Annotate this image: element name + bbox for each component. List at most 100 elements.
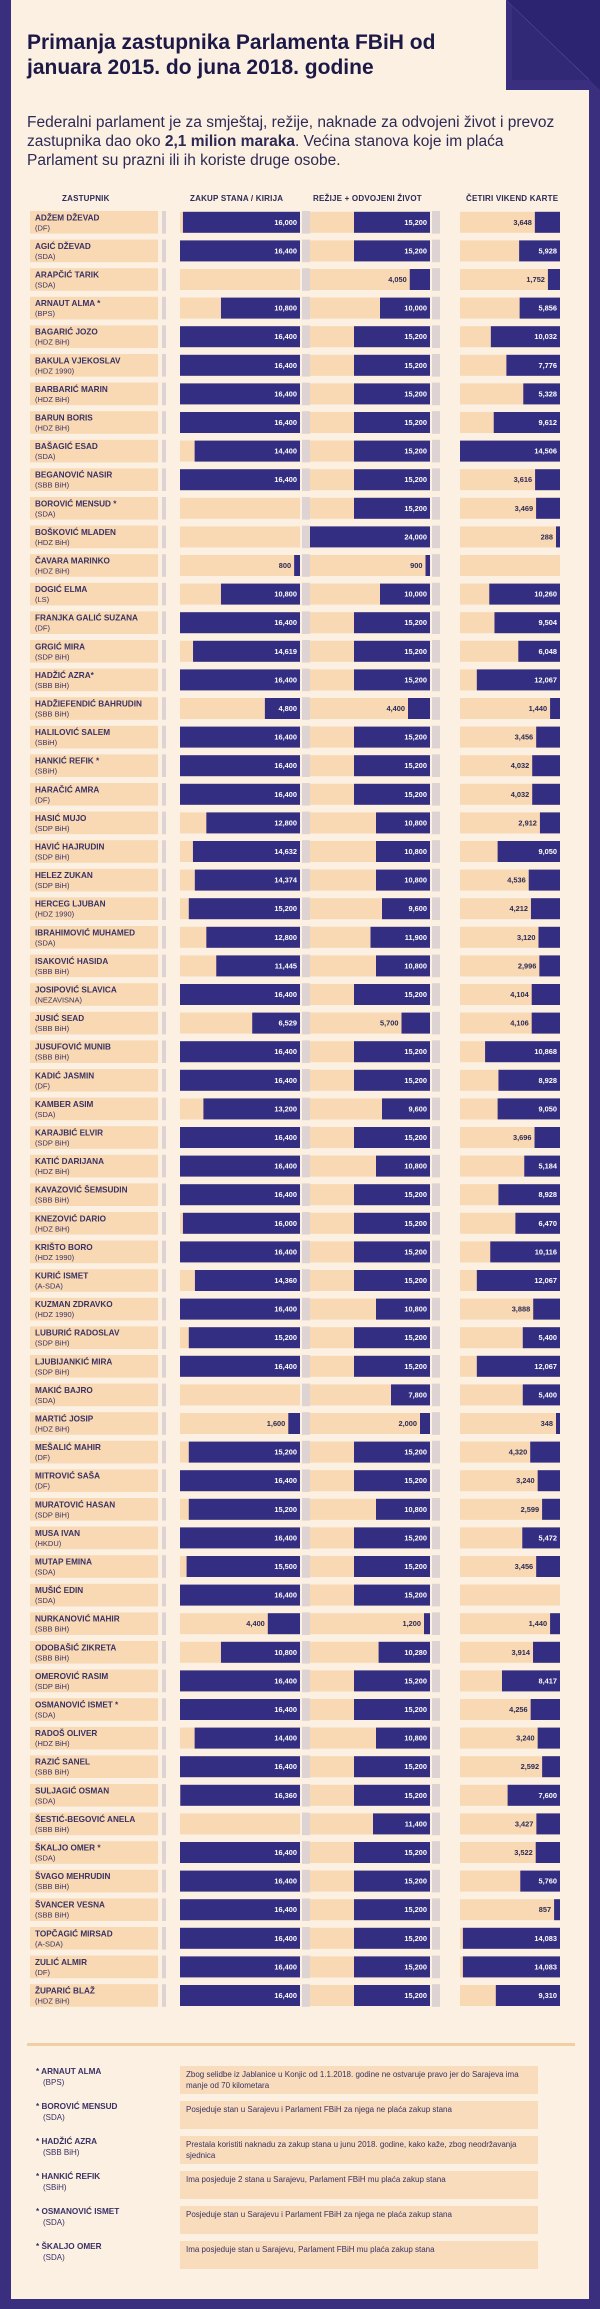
column-divider [432, 1440, 440, 1464]
data-bar [188, 1498, 300, 1520]
column-divider [302, 1755, 310, 1778]
data-label: 2,000 [399, 1419, 418, 1428]
data-bar [533, 1298, 560, 1320]
name-cell-bg [30, 640, 158, 663]
column-divider [302, 754, 310, 777]
data-bar [523, 383, 560, 405]
data-label: 4,032 [511, 790, 530, 799]
data-label: 10,000 [404, 590, 427, 599]
row-name: KARAJBIĆ ELVIR [35, 1127, 103, 1138]
row-name: GRGIĆ MIRA [35, 640, 85, 651]
row-name: MEŠALIĆ MAHIR [35, 1441, 101, 1452]
data-bar [180, 1584, 300, 1606]
data-bar [354, 440, 430, 462]
name-cell-bg [30, 1784, 158, 1807]
column-divider [432, 1383, 440, 1407]
column-divider [432, 325, 440, 348]
footnote-party: (SBiH) [43, 2183, 67, 2192]
bar-lane [460, 1613, 560, 1635]
data-bar [354, 240, 430, 262]
column-divider [302, 1469, 310, 1492]
row-party: (SDP BiH) [35, 1510, 70, 1519]
row-party: (DF) [35, 223, 50, 232]
bar-lane [460, 1756, 560, 1778]
data-label: 3,456 [515, 733, 534, 742]
data-label: 8,928 [539, 1076, 558, 1085]
data-label: 15,200 [404, 1962, 427, 1971]
row-name: MUSA IVAN [35, 1529, 80, 1538]
data-bar [519, 297, 560, 319]
row-name: HANKIĆ REFIK * [35, 755, 100, 766]
column-divider [432, 1726, 440, 1750]
name-cell-bg [30, 1355, 158, 1378]
data-bar [310, 526, 430, 548]
column-header-rent: ZAKUP STANA / KIRIJA [190, 194, 284, 203]
data-bar [180, 354, 300, 376]
column-divider [432, 1183, 440, 1206]
column-divider [302, 1126, 310, 1149]
data-bar [194, 1727, 300, 1749]
column-divider [432, 1011, 440, 1035]
data-bar [267, 1613, 300, 1635]
name-cell-bg [30, 1297, 158, 1321]
row-party: (A-SDA) [35, 1282, 63, 1291]
column-divider [162, 1898, 166, 1921]
row-name: ARAPČIĆ TARIK [35, 269, 99, 280]
data-bar [186, 1556, 300, 1577]
column-divider [162, 954, 166, 978]
data-label: 15,200 [404, 1047, 427, 1056]
name-cell-bg [30, 1669, 158, 1693]
column-divider [162, 468, 166, 491]
data-bar [501, 1670, 560, 1692]
column-divider [432, 811, 440, 835]
footnote-text: Zbog selidbe iz Jablanice u Konjic od 1.… [180, 2066, 538, 2094]
column-divider [162, 411, 166, 434]
data-bar [550, 1613, 560, 1635]
data-bar [408, 698, 430, 719]
data-bar [554, 1899, 560, 1921]
data-label: 857 [539, 1905, 551, 1914]
name-cell-bg [30, 1841, 158, 1864]
data-label: 10,800 [404, 847, 427, 856]
column-divider [302, 468, 310, 491]
name-cell-bg [30, 697, 158, 720]
column-divider [432, 668, 440, 692]
data-bar [354, 726, 430, 748]
data-bar [536, 1813, 560, 1835]
column-divider [302, 1326, 310, 1349]
data-bar [520, 1870, 560, 1892]
data-label: 5,400 [539, 1333, 558, 1342]
row-party: (SBB BiH) [35, 1768, 70, 1777]
row-party: (BPS) [35, 309, 56, 318]
data-bar [380, 583, 430, 605]
data-bar [547, 269, 560, 290]
row-party: (SDA) [35, 938, 56, 947]
data-label: 15,200 [404, 389, 427, 398]
column-divider [432, 1984, 440, 2007]
data-label: 4,032 [511, 761, 530, 770]
row-name: KURIĆ ISMET [35, 1270, 88, 1281]
data-bar [180, 469, 300, 491]
column-divider [432, 1040, 440, 1063]
data-label: 10,280 [404, 1648, 427, 1657]
data-bar [354, 1241, 430, 1263]
column-divider [302, 1869, 310, 1893]
data-bar [476, 1270, 560, 1291]
data-bar [538, 926, 560, 948]
column-divider [302, 1498, 310, 1521]
column-divider [162, 697, 166, 720]
data-bar [220, 1641, 300, 1663]
column-divider [162, 525, 166, 549]
bar-lane [460, 269, 560, 290]
footnote-name: * HANKIĆ REFIK [36, 2172, 101, 2181]
name-cell-bg [30, 439, 158, 463]
intro-text: Federalni parlament je za smještaj, reži… [27, 114, 555, 169]
name-cell-bg [30, 1526, 158, 1550]
row-name: RAZIĆ SANEL [35, 1756, 90, 1767]
data-label: 4,104 [510, 990, 529, 999]
column-divider [302, 611, 310, 634]
data-label: 4,400 [246, 1619, 265, 1628]
column-divider [162, 840, 166, 863]
data-bar [354, 984, 430, 1005]
data-bar [530, 898, 560, 920]
